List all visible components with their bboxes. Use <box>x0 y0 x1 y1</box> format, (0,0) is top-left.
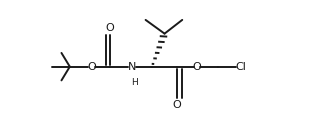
Text: O: O <box>173 100 182 110</box>
Text: O: O <box>106 23 115 33</box>
Text: O: O <box>87 62 96 72</box>
Text: O: O <box>193 62 201 72</box>
Text: H: H <box>132 78 138 87</box>
Text: N: N <box>127 62 136 72</box>
Text: Cl: Cl <box>235 62 246 72</box>
